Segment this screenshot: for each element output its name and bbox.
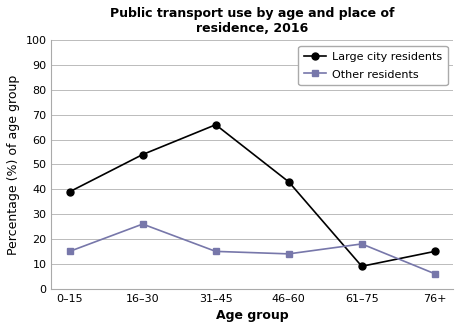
Large city residents: [358, 264, 364, 268]
Other residents: [67, 249, 72, 253]
Large city residents: [431, 249, 437, 253]
Legend: Large city residents, Other residents: Large city residents, Other residents: [298, 46, 447, 85]
Large city residents: [67, 190, 72, 194]
Large city residents: [285, 180, 291, 184]
Large city residents: [140, 153, 145, 157]
Large city residents: [213, 123, 218, 127]
Other residents: [358, 242, 364, 246]
X-axis label: Age group: Age group: [215, 309, 288, 322]
Other residents: [140, 222, 145, 226]
Other residents: [213, 249, 218, 253]
Line: Large city residents: Large city residents: [66, 121, 437, 270]
Y-axis label: Percentage (%) of age group: Percentage (%) of age group: [7, 74, 20, 255]
Title: Public transport use by age and place of
residence, 2016: Public transport use by age and place of…: [110, 7, 394, 35]
Line: Other residents: Other residents: [66, 220, 437, 277]
Other residents: [285, 252, 291, 256]
Other residents: [431, 272, 437, 276]
